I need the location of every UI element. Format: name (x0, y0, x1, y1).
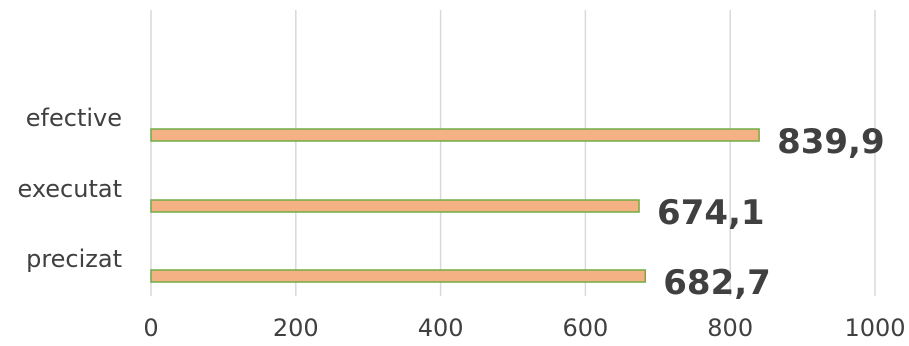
bar-precizat (150, 269, 647, 283)
data-label-executat: 674,1 (657, 193, 765, 233)
x-axis-tick-labels: 0 200 400 600 800 1000 (143, 314, 905, 342)
bar-executat (150, 199, 640, 213)
category-labels: efective executat precizat (17, 104, 122, 273)
x-tick-label-400: 400 (418, 314, 464, 342)
x-tick-label-600: 600 (562, 314, 608, 342)
x-tick-label-0: 0 (143, 314, 158, 342)
data-label-precizat: 682,7 (663, 263, 771, 303)
category-label-precizat: precizat (26, 245, 122, 273)
gridlines (150, 10, 876, 296)
x-tick-label-800: 800 (707, 314, 753, 342)
x-tick-label-200: 200 (273, 314, 319, 342)
bars (150, 128, 760, 283)
data-label-efective: 839,9 (777, 122, 885, 162)
category-label-efective: efective (26, 104, 122, 132)
data-labels: 839,9 674,1 682,7 (657, 122, 885, 303)
bar-efective (150, 128, 760, 142)
category-label-executat: executat (17, 175, 122, 203)
x-tick-label-1000: 1000 (844, 314, 905, 342)
